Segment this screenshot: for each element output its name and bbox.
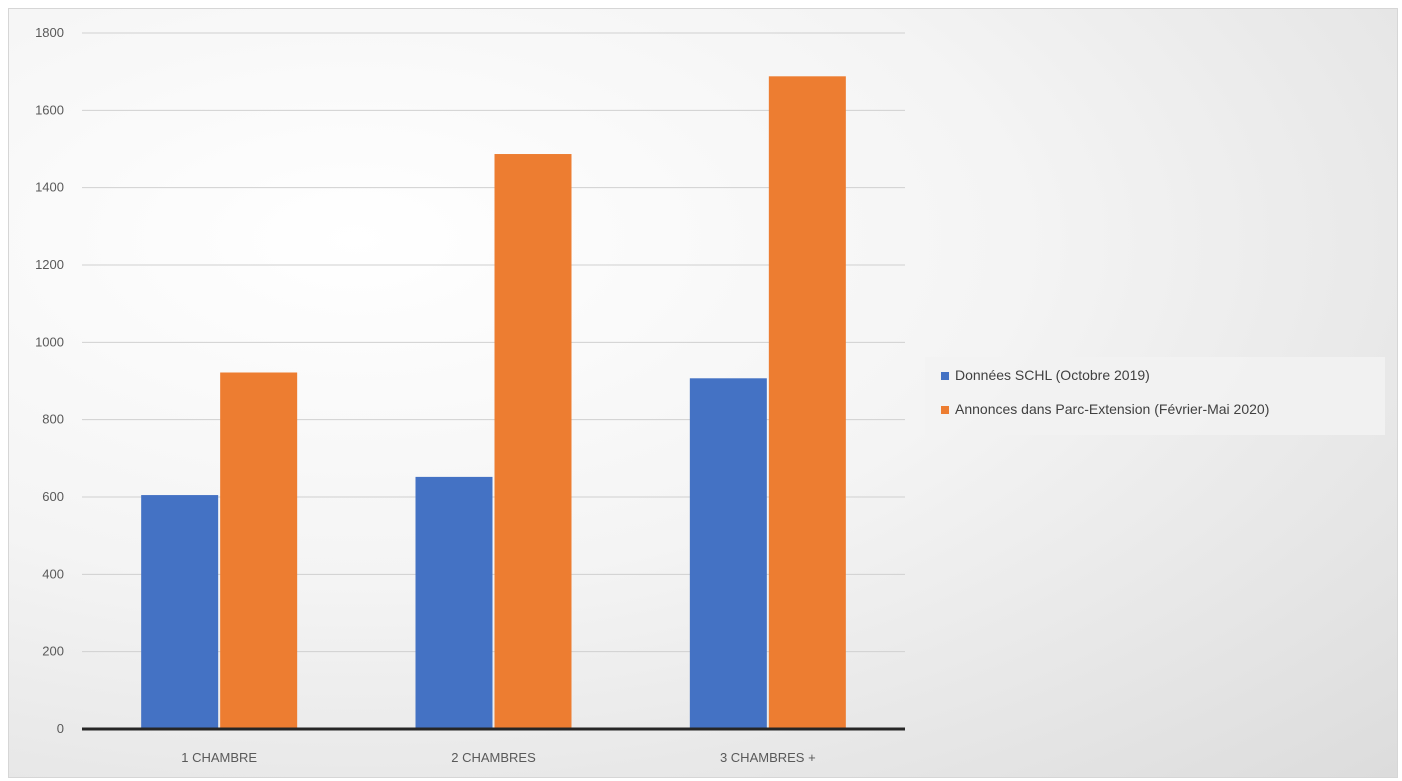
- gridlines: [82, 32, 905, 653]
- y-tick-label: 1600: [35, 102, 64, 117]
- y-tick-label: 1800: [35, 25, 64, 40]
- bars: [141, 76, 846, 730]
- y-tick-label: 400: [42, 566, 64, 581]
- legend-label: Annonces dans Parc-Extension (Février-Ma…: [955, 401, 1269, 417]
- bar-schl-1: [141, 495, 219, 729]
- legend-swatch: [941, 372, 949, 380]
- y-tick-label: 1000: [35, 334, 64, 349]
- legend-box: [925, 357, 1385, 435]
- x-axis-category-labels: 1 CHAMBRE 2 CHAMBRES 3 CHAMBRES +: [181, 750, 815, 765]
- y-tick-label: 1400: [35, 180, 64, 195]
- y-axis-tick-labels: 0 200 400 600 800 1000 1200 1400 1600 1800: [35, 25, 64, 736]
- y-tick-label: 200: [42, 644, 64, 659]
- x-category-label: 2 CHAMBRES: [451, 750, 536, 765]
- legend-label: Données SCHL (Octobre 2019): [955, 367, 1150, 383]
- bar-schl-3: [689, 378, 767, 729]
- legend-swatch: [941, 406, 949, 414]
- bar-annonces-1: [220, 372, 298, 729]
- bar-schl-2: [415, 476, 493, 729]
- y-tick-label: 0: [57, 721, 64, 736]
- legend: Données SCHL (Octobre 2019) Annonces dans…: [925, 357, 1385, 435]
- y-tick-label: 1200: [35, 257, 64, 272]
- bar-annonces-2: [494, 154, 572, 729]
- x-category-label: 1 CHAMBRE: [181, 750, 257, 765]
- x-category-label: 3 CHAMBRES +: [720, 750, 816, 765]
- y-tick-label: 600: [42, 489, 64, 504]
- bar-annonces-3: [768, 76, 846, 730]
- y-tick-label: 800: [42, 412, 64, 427]
